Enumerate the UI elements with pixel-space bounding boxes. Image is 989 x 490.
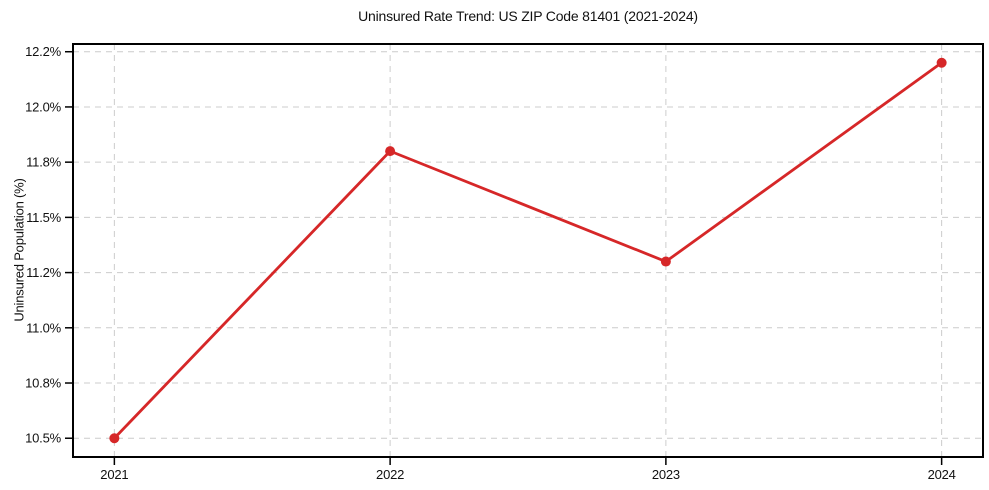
y-tick-label: 10.8% xyxy=(25,376,62,391)
chart-title: Uninsured Rate Trend: US ZIP Code 81401 … xyxy=(358,8,698,24)
plot-spines xyxy=(72,43,984,458)
y-tick-label: 11.0% xyxy=(26,320,62,335)
y-tick-label: 11.5% xyxy=(26,210,62,225)
x-tick-label: 2024 xyxy=(928,467,956,482)
data-point-marker xyxy=(109,433,120,444)
x-tick-label: 2022 xyxy=(376,467,404,482)
data-point-marker xyxy=(660,256,671,267)
data-point-marker xyxy=(936,57,947,68)
data-point-marker xyxy=(385,146,396,157)
x-tick-label: 2023 xyxy=(652,467,680,482)
trend-line xyxy=(112,61,944,440)
y-tick-label: 11.2% xyxy=(26,265,62,280)
y-tick-label: 10.5% xyxy=(25,431,62,446)
y-tick-label: 12.0% xyxy=(25,99,62,114)
y-tick-label: 12.2% xyxy=(25,44,62,59)
y-tick-label: 11.8% xyxy=(26,155,62,170)
x-tick-label: 2021 xyxy=(100,467,128,482)
